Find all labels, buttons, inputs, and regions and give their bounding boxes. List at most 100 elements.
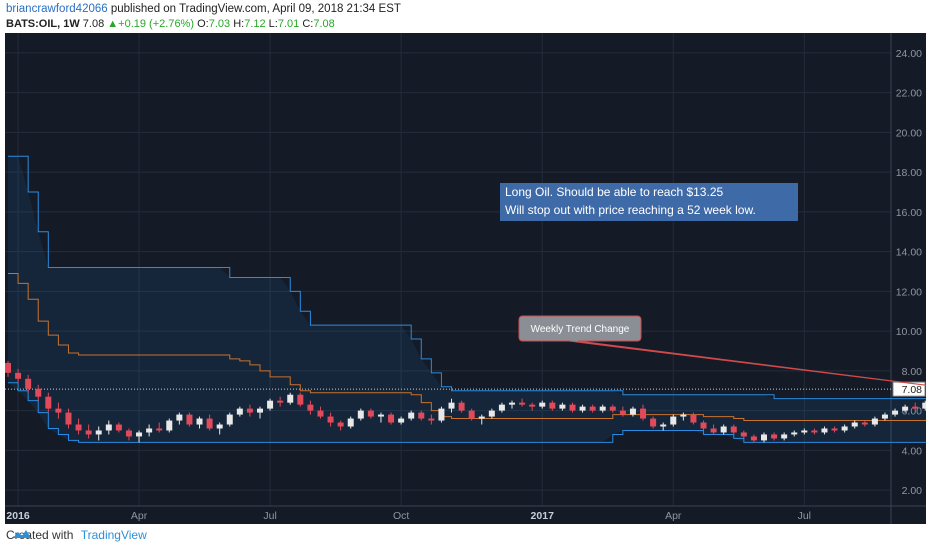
candle bbox=[186, 412, 193, 427]
candle bbox=[771, 432, 778, 441]
candle bbox=[35, 384, 42, 401]
candle-body bbox=[861, 422, 868, 425]
candle-body bbox=[720, 426, 727, 433]
lower-channel-line bbox=[8, 382, 926, 443]
candle-body bbox=[236, 408, 243, 415]
candle bbox=[226, 412, 233, 427]
y-tick-label: 12.00 bbox=[896, 286, 922, 298]
x-tick-label: Jul bbox=[798, 510, 811, 522]
note-box: Long Oil. Should be able to reach $13.25… bbox=[500, 183, 798, 221]
candle-body bbox=[529, 404, 536, 407]
y-tick-label: 20.00 bbox=[896, 127, 922, 139]
candle-body bbox=[589, 406, 596, 411]
candle-body bbox=[791, 432, 798, 435]
candle-body bbox=[216, 424, 223, 429]
note-line: Long Oil. Should be able to reach $13.25 bbox=[505, 185, 723, 199]
candle bbox=[549, 400, 556, 411]
candle bbox=[892, 408, 899, 417]
candle bbox=[115, 422, 122, 433]
candle bbox=[640, 404, 647, 421]
candle bbox=[519, 398, 526, 407]
open-label: O: bbox=[197, 18, 209, 30]
candle bbox=[136, 430, 143, 443]
candle-body bbox=[922, 402, 926, 409]
candle-body bbox=[549, 402, 556, 409]
candle-body bbox=[619, 410, 626, 415]
candle bbox=[801, 428, 808, 435]
candle bbox=[95, 426, 102, 441]
candle bbox=[740, 430, 747, 439]
candle bbox=[881, 412, 888, 421]
triangle-up-icon: ▲ bbox=[107, 18, 119, 30]
candle bbox=[761, 432, 767, 443]
candle bbox=[206, 414, 213, 431]
tradingview-cloud-icon bbox=[13, 530, 31, 538]
candle-body bbox=[176, 414, 183, 421]
candle-body bbox=[468, 410, 475, 419]
candle-body bbox=[710, 428, 717, 433]
publish-line: briancrawford42066 published on TradingV… bbox=[6, 3, 401, 15]
candle-body bbox=[257, 408, 263, 413]
candle bbox=[267, 398, 274, 411]
candle bbox=[700, 420, 707, 431]
candle-body bbox=[740, 432, 747, 437]
candle bbox=[468, 408, 475, 421]
candle bbox=[448, 398, 455, 413]
tradingview-brand-link[interactable]: TradingView bbox=[80, 528, 147, 542]
candle-body bbox=[700, 422, 707, 429]
candle bbox=[529, 402, 536, 411]
candle bbox=[710, 424, 717, 435]
y-tick-label: 14.00 bbox=[896, 247, 922, 259]
candle-body bbox=[297, 394, 304, 405]
candle-body bbox=[115, 424, 122, 431]
candle bbox=[196, 416, 203, 429]
candle-body bbox=[912, 406, 919, 409]
x-tick-label: Apr bbox=[665, 510, 682, 522]
candle-body bbox=[25, 378, 32, 389]
candle-body bbox=[156, 428, 163, 431]
candle-body bbox=[539, 402, 546, 407]
candle-body bbox=[509, 402, 515, 405]
candle bbox=[307, 400, 314, 415]
candle bbox=[660, 422, 667, 431]
candle bbox=[609, 404, 616, 413]
x-tick-label: Apr bbox=[131, 510, 148, 522]
candle-body bbox=[650, 418, 657, 427]
candle-body bbox=[488, 410, 495, 417]
candle bbox=[156, 422, 163, 433]
close-value: 7.08 bbox=[313, 18, 335, 30]
y-tick-label: 18.00 bbox=[896, 167, 922, 179]
candle-body bbox=[640, 408, 647, 419]
candle-body bbox=[377, 414, 384, 417]
footer: Created with TradingView bbox=[6, 528, 147, 542]
chart-area[interactable]: 2.004.006.008.0010.0012.0014.0016.0018.0… bbox=[5, 33, 926, 524]
channel-fill bbox=[8, 156, 926, 443]
candle-body bbox=[892, 410, 899, 415]
candle bbox=[690, 412, 697, 425]
candle bbox=[236, 406, 243, 417]
candle-body bbox=[408, 412, 415, 419]
candle bbox=[45, 392, 52, 413]
candle bbox=[811, 428, 818, 435]
candle bbox=[388, 412, 395, 425]
candle-body bbox=[629, 408, 636, 415]
y-tick-label: 10.00 bbox=[896, 326, 922, 338]
candle bbox=[176, 412, 183, 425]
candle-body bbox=[418, 412, 425, 419]
candle bbox=[851, 420, 858, 429]
author-link[interactable]: briancrawford42066 bbox=[6, 3, 108, 15]
candle bbox=[357, 408, 364, 421]
y-tick-label: 22.00 bbox=[896, 88, 922, 100]
candle-body bbox=[287, 394, 294, 403]
candle-body bbox=[670, 416, 677, 425]
candle-body bbox=[186, 414, 193, 425]
candle bbox=[579, 404, 586, 413]
y-tick-label: 8.00 bbox=[902, 366, 923, 378]
candle bbox=[821, 426, 828, 435]
price-chart[interactable]: 2.004.006.008.0010.0012.0014.0016.0018.0… bbox=[5, 33, 926, 524]
candle bbox=[75, 418, 82, 435]
candle bbox=[841, 424, 848, 433]
candle bbox=[15, 368, 22, 383]
high-label: H: bbox=[233, 18, 245, 30]
last-price: 7.08 bbox=[82, 18, 105, 30]
